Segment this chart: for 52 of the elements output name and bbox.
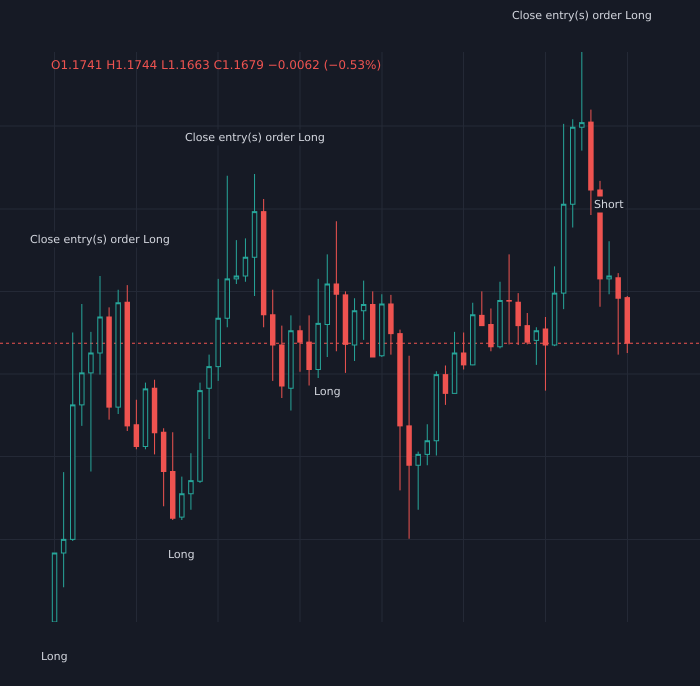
candlestick <box>479 290 485 326</box>
candlestick <box>352 298 358 362</box>
candlestick <box>442 365 448 406</box>
candlestick <box>188 452 194 510</box>
candlestick <box>470 302 476 366</box>
candlestick <box>70 332 76 542</box>
candlestick <box>606 240 612 295</box>
candlestick <box>288 314 294 412</box>
annotation: Close entry(s) order Long <box>185 131 325 144</box>
candlestick <box>252 173 258 296</box>
candlestick <box>588 109 594 216</box>
candlestick <box>224 175 230 328</box>
annotation: Long <box>314 385 341 398</box>
candlestick <box>88 331 94 472</box>
candlestick <box>452 331 458 394</box>
candlestick <box>360 280 366 340</box>
candlestick <box>424 424 430 466</box>
candlestick <box>260 198 266 328</box>
annotation: Close entry(s) order Long <box>30 233 170 246</box>
candlestick <box>52 552 58 622</box>
candlestick <box>534 326 540 366</box>
candlestick <box>579 52 585 152</box>
text: Long <box>41 650 68 663</box>
candlestick <box>434 370 440 456</box>
candlestick <box>497 281 503 349</box>
annotation: Short <box>594 198 624 211</box>
candlestick <box>570 118 576 228</box>
candlestick <box>197 382 203 484</box>
candlestick <box>206 354 212 440</box>
candlestick <box>170 432 176 520</box>
candlestick <box>242 238 248 282</box>
candlestick <box>406 355 412 540</box>
candlestick <box>215 278 221 382</box>
annotation: Long <box>168 548 195 561</box>
candlestick <box>142 382 148 450</box>
candlestick <box>415 451 421 510</box>
candlestick <box>552 266 558 347</box>
candlestick <box>97 276 103 376</box>
candlestick <box>179 476 185 520</box>
candlestick <box>234 240 240 284</box>
candlestick <box>160 428 166 507</box>
candlestick <box>560 123 566 310</box>
candlestick <box>152 379 158 455</box>
candlestick <box>79 303 85 426</box>
candlestick <box>315 278 321 379</box>
candlestick <box>379 294 385 358</box>
annotation: O1.1741 H1.1744 L1.1663 C1.1679 −0.0062 (−0.53%) <box>51 58 382 72</box>
text: Close entry(s) order Long <box>512 9 652 22</box>
candlestick <box>60 472 66 588</box>
candlestick <box>115 289 121 414</box>
candlestick <box>324 254 330 358</box>
candlestick <box>134 399 140 450</box>
